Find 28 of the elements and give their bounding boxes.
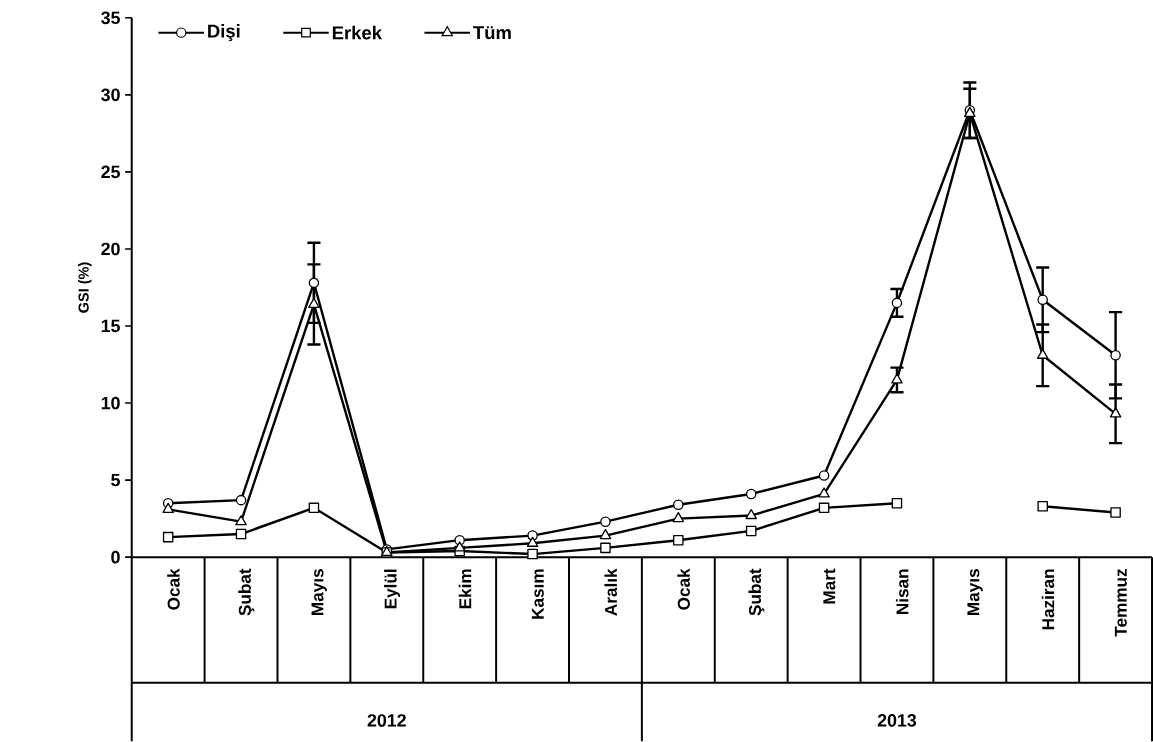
y-tick-label: 0: [111, 550, 120, 564]
x-tick-label: Nisan: [895, 569, 909, 614]
x-tick-label: Şubat: [748, 568, 765, 616]
y-axis-title: GSI (%): [78, 262, 92, 313]
y-tick-label: 15: [101, 319, 120, 333]
y-tick-label: 35: [101, 11, 120, 25]
y-tick-label: 25: [101, 165, 120, 179]
x-tick-label: Eylül: [384, 569, 401, 609]
legend-label: Dişi: [208, 23, 240, 42]
text: 2013: [877, 714, 917, 727]
legend-label: Tüm: [473, 26, 511, 40]
y-tick-label: 5: [111, 473, 120, 487]
x-tick-label: Mayıs: [311, 569, 327, 615]
y-tick-label: 20: [101, 242, 120, 256]
x-tick-label: Ocak: [677, 568, 690, 610]
x-tick-label: Haziran: [1041, 569, 1055, 630]
x-tick-label: Mart: [823, 568, 836, 604]
x-tick-label: Kasım: [531, 569, 544, 619]
x-tick-label: Temmuz: [1114, 568, 1127, 637]
x-tick-label: Ekim: [458, 569, 472, 609]
x-tick-label: Şubat: [238, 568, 255, 616]
legend-label: Erkek: [332, 25, 383, 40]
y-tick-label: 30: [101, 88, 120, 102]
x-tick-label: Mayıs: [967, 569, 983, 615]
x-tick-label: Ocak: [167, 568, 180, 610]
x-tick-label: Aralık: [604, 568, 618, 616]
text: 2012: [367, 714, 406, 727]
y-tick-label: 10: [101, 396, 120, 410]
